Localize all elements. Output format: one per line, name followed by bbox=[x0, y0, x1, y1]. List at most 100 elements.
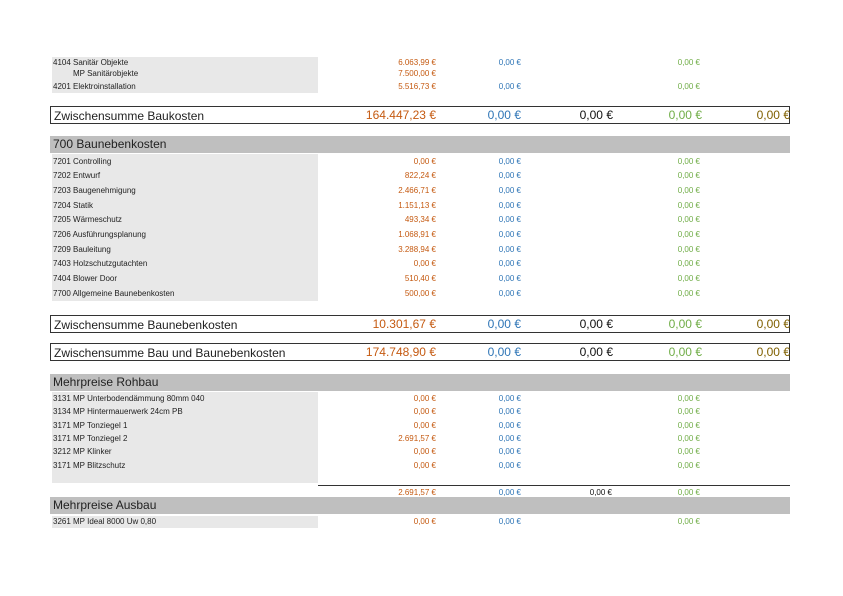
subtotal-value: 0,00 € bbox=[487, 317, 521, 331]
value-cell: 0,00 € bbox=[677, 171, 700, 180]
value-cell: 0,00 € bbox=[498, 230, 521, 239]
subtotal-value: 0,00 € bbox=[579, 108, 613, 122]
section-700-label-block: 7201 Controlling 7202 Entwurf 7203 Bauge… bbox=[52, 154, 318, 301]
value-cell: 500,00 € bbox=[404, 289, 436, 298]
value-cell: 822,24 € bbox=[404, 171, 436, 180]
value-cell: 7.500,00 € bbox=[398, 69, 436, 78]
subtotal-bau-und-neben-row: Zwischensumme Bau und Baunebenkosten bbox=[50, 343, 790, 361]
value-cell: 0,00 € bbox=[677, 245, 700, 254]
value-cell: 1.068,91 € bbox=[398, 230, 436, 239]
row-label: 3131 MP Unterbodendämmung 80mm 040 bbox=[53, 394, 205, 403]
value-cell: 0,00 € bbox=[498, 421, 521, 430]
value-cell: 0,00 € bbox=[498, 289, 521, 298]
row-label: 3171 MP Tonziegel 2 bbox=[53, 434, 128, 443]
value-cell: 0,00 € bbox=[498, 171, 521, 180]
section-header-ausbau: Mehrpreise Ausbau bbox=[50, 497, 790, 514]
section-title: Mehrpreise Ausbau bbox=[53, 498, 157, 512]
value-cell: 510,40 € bbox=[404, 274, 436, 283]
value-cell: 0,00 € bbox=[498, 274, 521, 283]
section-ausbau-label-block: 3261 MP Ideal 8000 Uw 0,80 bbox=[52, 516, 318, 528]
subtotal-value: 164.447,23 € bbox=[365, 108, 436, 122]
value-cell: 0,00 € bbox=[413, 394, 436, 403]
value-cell: 0,00 € bbox=[677, 157, 700, 166]
row-label: 7404 Blower Door bbox=[53, 274, 118, 283]
value-cell: 0,00 € bbox=[677, 201, 700, 210]
value-cell: 0,00 € bbox=[498, 157, 521, 166]
value-cell: 0,00 € bbox=[498, 394, 521, 403]
row-label: 7700 Allgemeine Baunebenkosten bbox=[53, 289, 175, 298]
subtotal-value: 174.748,90 € bbox=[365, 345, 436, 359]
value-cell: 0,00 € bbox=[498, 82, 521, 91]
subtotal-value: 0,00 € bbox=[668, 108, 702, 122]
value-cell: 0,00 € bbox=[677, 230, 700, 239]
value-cell: 1.151,13 € bbox=[398, 201, 436, 210]
section-header-700: 700 Baunebenkosten bbox=[50, 136, 790, 153]
section-title: Mehrpreise Rohbau bbox=[53, 375, 159, 389]
subtotal-value: 0,00 € bbox=[756, 108, 790, 122]
value-cell: 0,00 € bbox=[413, 517, 436, 526]
row-label: 3261 MP Ideal 8000 Uw 0,80 bbox=[53, 517, 157, 526]
value-cell: 6.063,99 € bbox=[398, 58, 436, 67]
value-cell: 0,00 € bbox=[677, 289, 700, 298]
value-cell: 0,00 € bbox=[677, 434, 700, 443]
value-cell: 0,00 € bbox=[677, 447, 700, 456]
value-cell: 0,00 € bbox=[677, 274, 700, 283]
value-cell: 0,00 € bbox=[677, 421, 700, 430]
row-label: 3212 MP Klinker bbox=[53, 447, 112, 456]
value-cell: 0,00 € bbox=[498, 434, 521, 443]
value-cell: 2.691,57 € bbox=[398, 434, 436, 443]
value-cell: 0,00 € bbox=[498, 58, 521, 67]
value-cell: 0,00 € bbox=[498, 259, 521, 268]
value-cell: 0,00 € bbox=[677, 58, 700, 67]
subtotal-value: 0,00 € bbox=[756, 317, 790, 331]
row-label: 7204 Statik bbox=[53, 201, 94, 210]
subtotal-value: 0,00 € bbox=[756, 345, 790, 359]
value-cell: 0,00 € bbox=[413, 447, 436, 456]
section-total-value: 0,00 € bbox=[589, 488, 612, 497]
section-total-value: 0,00 € bbox=[498, 488, 521, 497]
value-cell: 0,00 € bbox=[677, 215, 700, 224]
subtotal-baukosten-row: Zwischensumme Baukosten bbox=[50, 106, 790, 124]
value-cell: 0,00 € bbox=[413, 461, 436, 470]
section-total-value: 0,00 € bbox=[677, 488, 700, 497]
row-label: 7203 Baugenehmigung bbox=[53, 186, 136, 195]
row-label: 3171 MP Blitzschutz bbox=[53, 461, 126, 470]
subtotal-label: Zwischensumme Bau und Baunebenkosten bbox=[54, 346, 286, 360]
section-title: 700 Baunebenkosten bbox=[53, 137, 167, 151]
value-cell: 0,00 € bbox=[498, 461, 521, 470]
section-total-value: 2.691,57 € bbox=[398, 488, 436, 497]
subtotal-value: 0,00 € bbox=[579, 345, 613, 359]
value-cell: 0,00 € bbox=[498, 447, 521, 456]
value-cell: 0,00 € bbox=[413, 421, 436, 430]
value-cell: 0,00 € bbox=[413, 259, 436, 268]
subtotal-label: Zwischensumme Baunebenkosten bbox=[54, 318, 238, 332]
row-label: 7403 Holzschutzgutachten bbox=[53, 259, 148, 268]
row-label: 4201 Elektroinstallation bbox=[53, 82, 136, 91]
value-cell: 0,00 € bbox=[677, 259, 700, 268]
value-cell: 0,00 € bbox=[498, 186, 521, 195]
value-cell: 493,34 € bbox=[404, 215, 436, 224]
subtotal-value: 0,00 € bbox=[668, 317, 702, 331]
value-cell: 0,00 € bbox=[498, 245, 521, 254]
value-cell: 0,00 € bbox=[677, 82, 700, 91]
total-divider bbox=[318, 485, 790, 486]
value-cell: 0,00 € bbox=[677, 517, 700, 526]
value-cell: 0,00 € bbox=[677, 461, 700, 470]
row-label: 7205 Wärmeschutz bbox=[53, 215, 122, 224]
subtotal-value: 0,00 € bbox=[487, 345, 521, 359]
value-cell: 0,00 € bbox=[498, 517, 521, 526]
row-label: MP Sanitärobjekte bbox=[73, 69, 139, 78]
row-label: 7201 Controlling bbox=[53, 157, 112, 166]
value-cell: 5.516,73 € bbox=[398, 82, 436, 91]
value-cell: 3.288,94 € bbox=[398, 245, 436, 254]
section-header-rohbau: Mehrpreise Rohbau bbox=[50, 374, 790, 391]
row-label: 4104 Sanitär Objekte bbox=[53, 58, 129, 67]
value-cell: 0,00 € bbox=[413, 407, 436, 416]
subtotal-value: 0,00 € bbox=[487, 108, 521, 122]
value-cell: 0,00 € bbox=[413, 157, 436, 166]
subtotal-value: 0,00 € bbox=[668, 345, 702, 359]
row-label: 3171 MP Tonziegel 1 bbox=[53, 421, 128, 430]
subtotal-label: Zwischensumme Baukosten bbox=[54, 109, 205, 123]
value-cell: 0,00 € bbox=[498, 215, 521, 224]
row-label: 7206 Ausführungsplanung bbox=[53, 230, 146, 239]
